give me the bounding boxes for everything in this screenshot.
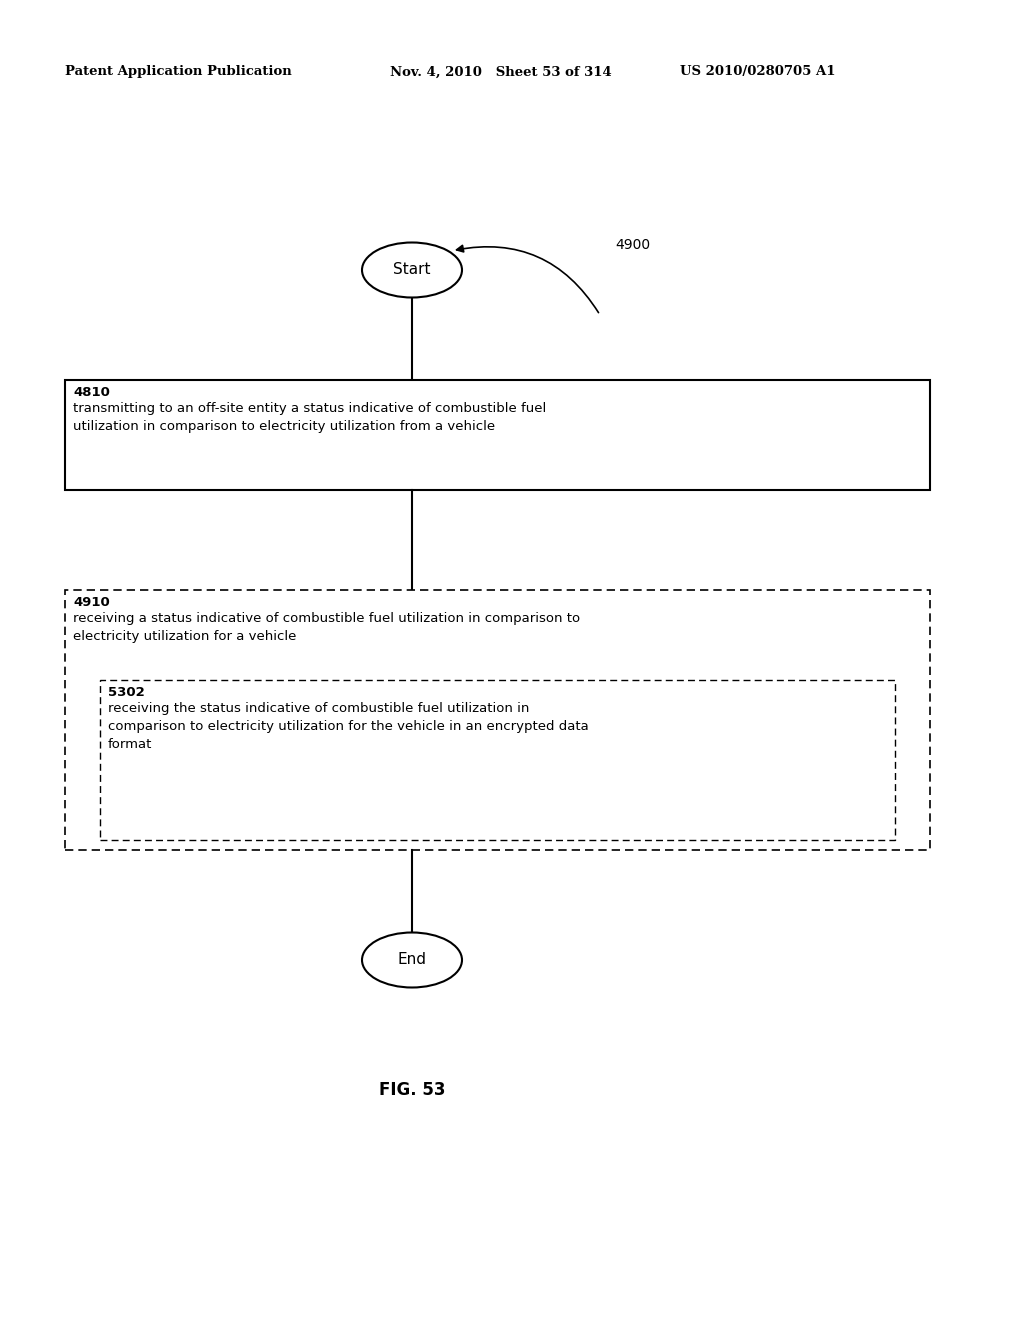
Text: transmitting to an off-site entity a status indicative of combustible fuel
utili: transmitting to an off-site entity a sta… (73, 403, 546, 433)
Bar (65, 380, 930, 490)
Text: 4910: 4910 (73, 597, 110, 609)
Text: FIG. 53: FIG. 53 (379, 1081, 445, 1100)
Text: 4900: 4900 (615, 238, 650, 252)
Text: 5302: 5302 (108, 686, 144, 700)
Text: Patent Application Publication: Patent Application Publication (65, 66, 292, 78)
Text: receiving a status indicative of combustible fuel utilization in comparison to
e: receiving a status indicative of combust… (73, 612, 581, 643)
Bar (65, 590, 930, 850)
Text: 4810: 4810 (73, 385, 110, 399)
Ellipse shape (362, 932, 462, 987)
Text: US 2010/0280705 A1: US 2010/0280705 A1 (680, 66, 836, 78)
Text: Nov. 4, 2010   Sheet 53 of 314: Nov. 4, 2010 Sheet 53 of 314 (390, 66, 611, 78)
Text: receiving the status indicative of combustible fuel utilization in
comparison to: receiving the status indicative of combu… (108, 702, 589, 751)
Ellipse shape (362, 243, 462, 297)
FancyArrowPatch shape (457, 246, 599, 313)
Text: End: End (397, 953, 427, 968)
Text: Start: Start (393, 263, 431, 277)
Bar (100, 680, 895, 840)
